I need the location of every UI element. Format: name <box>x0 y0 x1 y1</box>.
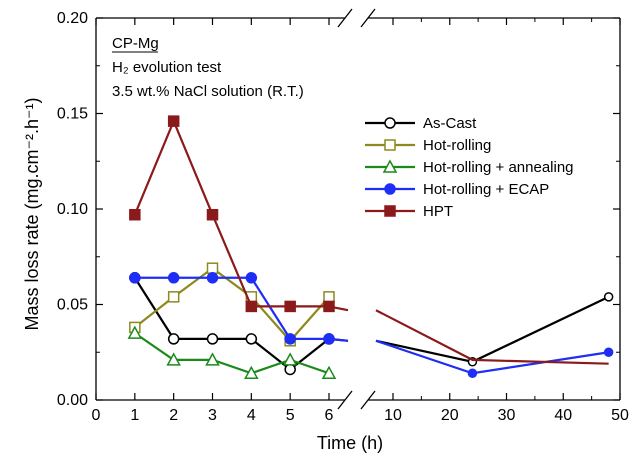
x-axis-label: Time (h) <box>317 433 383 453</box>
data-point <box>245 333 258 345</box>
x-tick-label: 0 <box>92 407 101 424</box>
data-point <box>382 159 398 173</box>
x-tick-label: 10 <box>384 407 402 424</box>
data-point <box>384 183 396 195</box>
series-group <box>127 325 337 380</box>
data-point <box>467 368 478 379</box>
data-point <box>603 292 614 302</box>
x-tick-label: 2 <box>169 407 178 424</box>
data-point <box>245 300 258 313</box>
data-point <box>384 205 396 217</box>
axis-ticks <box>95 17 621 401</box>
legend-label: HPT <box>423 203 453 220</box>
y-tick-label: 0.20 <box>57 10 88 27</box>
x-tick-label: 20 <box>441 407 459 424</box>
data-point <box>167 333 180 345</box>
series-line <box>133 118 329 308</box>
x-tick-label: 50 <box>611 407 629 424</box>
x-tick-label: 1 <box>130 407 139 424</box>
data-point <box>323 333 335 345</box>
series-line-right <box>375 339 609 375</box>
annotation-test: H₂ evolution test <box>112 59 222 76</box>
data-point <box>166 352 181 366</box>
data-point <box>129 208 141 221</box>
x-tick-label: 4 <box>247 407 256 424</box>
data-point <box>284 333 296 345</box>
data-point <box>244 365 259 380</box>
data-point <box>321 365 337 380</box>
x-tick-label: 40 <box>554 407 572 424</box>
data-point <box>384 117 396 129</box>
annotation-material: CP-Mg <box>112 35 159 52</box>
x-tick-label: 30 <box>498 407 516 424</box>
legend-label: Hot-rolling <box>423 137 491 154</box>
series-line <box>133 277 330 371</box>
y-tick-label: 0.00 <box>57 392 88 409</box>
data-point <box>127 325 143 339</box>
legend-label: Hot-rolling + annealing <box>423 159 574 176</box>
x-tick-label: 6 <box>325 407 334 424</box>
series-line <box>134 276 329 340</box>
data-point <box>206 262 219 274</box>
series-line <box>134 266 330 343</box>
y-tick-label: 0.10 <box>57 201 88 218</box>
data-point <box>245 272 258 284</box>
annotation-solution: 3.5 wt.% NaCl solution (R.T.) <box>112 83 304 100</box>
series-group <box>129 262 335 347</box>
axis-break-mark <box>360 8 376 28</box>
series-line <box>134 332 330 375</box>
data-point <box>129 272 141 284</box>
data-point <box>323 300 335 313</box>
x-tick-label: 5 <box>286 407 295 424</box>
x-tick-label: 3 <box>208 407 217 424</box>
y-tick-label: 0.15 <box>57 106 88 123</box>
legend: As-Cast Hot-rolling Hot-rolling + annealin… <box>365 115 574 220</box>
y-axis-label: Mass loss rate (mg.cm⁻².h⁻¹) <box>22 97 42 330</box>
annotation-block: CP-Mg H₂ evolution test 3.5 wt.% NaCl so… <box>112 35 304 100</box>
series-line-right <box>375 309 609 365</box>
tick-labels: 0.00 0.05 0.10 0.15 0.20 0 1 2 3 4 5 6 10 20 30 40 50 <box>57 10 629 424</box>
legend-label: Hot-rolling + ECAP <box>423 181 549 198</box>
data-point <box>323 291 335 303</box>
axis-break-mark <box>337 390 353 410</box>
data-point <box>206 208 219 221</box>
series-group <box>129 115 609 365</box>
series-group <box>129 272 614 379</box>
series-layer <box>127 115 614 380</box>
legend-label: As-Cast <box>423 115 477 132</box>
data-point <box>206 333 219 345</box>
data-point <box>167 115 180 127</box>
data-point <box>206 272 219 284</box>
plot-frame <box>95 8 621 410</box>
data-point <box>282 352 298 366</box>
axis-break-mark <box>360 390 376 410</box>
data-point <box>384 139 396 151</box>
data-point <box>284 363 296 376</box>
data-point <box>603 347 614 357</box>
data-point <box>167 291 180 303</box>
data-point <box>284 300 296 313</box>
data-point <box>205 352 220 366</box>
data-point <box>167 272 180 284</box>
y-tick-label: 0.05 <box>57 297 88 314</box>
axis-break-mark <box>337 8 353 28</box>
